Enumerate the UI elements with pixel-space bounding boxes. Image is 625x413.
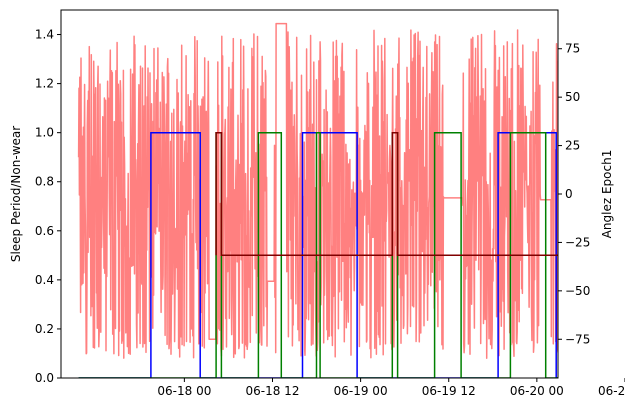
y-axis-label-right: Anglez Epoch1 xyxy=(600,150,614,239)
y-left-tick-label: 0.2 xyxy=(35,322,54,336)
anglez-line xyxy=(77,22,558,359)
x-tick-label: 06-19 00 xyxy=(334,384,388,398)
y-axis-right: −75 −50 −25 0 25 50 75 xyxy=(558,42,590,346)
y-right-tick-label: −75 xyxy=(565,332,590,346)
x-tick-label: 06-19 12 xyxy=(422,384,476,398)
step-line-3 xyxy=(215,131,558,257)
y-left-tick-label: 0.0 xyxy=(35,371,54,385)
x-tick-label: 06-20 00 xyxy=(510,384,564,398)
y-left-tick-label: 1.4 xyxy=(35,28,54,42)
y-right-tick-label: −25 xyxy=(565,235,590,249)
y-left-tick-label: 1.2 xyxy=(35,77,54,91)
y-right-tick-label: 75 xyxy=(565,42,580,56)
series-layer xyxy=(77,22,558,378)
y-axis-label-left: Sleep Period/Non-wear xyxy=(9,126,23,262)
y-left-tick-label: 0.4 xyxy=(35,273,54,287)
y-left-tick-label: 1.0 xyxy=(35,126,54,140)
step-line-1 xyxy=(78,131,558,378)
x-axis: 06-18 00 06-18 12 06-19 00 06-19 12 06-20 00… xyxy=(157,378,625,398)
y-left-tick-label: 0.8 xyxy=(35,175,54,189)
x-tick-label: 06-18 00 xyxy=(157,384,211,398)
x-tick-label: 06-20 12 xyxy=(598,384,625,398)
y-right-tick-label: 50 xyxy=(565,90,580,104)
x-tick-label: 06-18 12 xyxy=(246,384,300,398)
y-left-tick-label: 0.6 xyxy=(35,224,54,238)
y-right-tick-label: 25 xyxy=(565,139,580,153)
y-right-tick-label: 0 xyxy=(565,187,573,201)
y-axis-left: 0.0 0.2 0.4 0.6 0.8 1.0 1.2 1.4 xyxy=(35,28,61,385)
y-right-tick-label: −50 xyxy=(565,284,590,298)
